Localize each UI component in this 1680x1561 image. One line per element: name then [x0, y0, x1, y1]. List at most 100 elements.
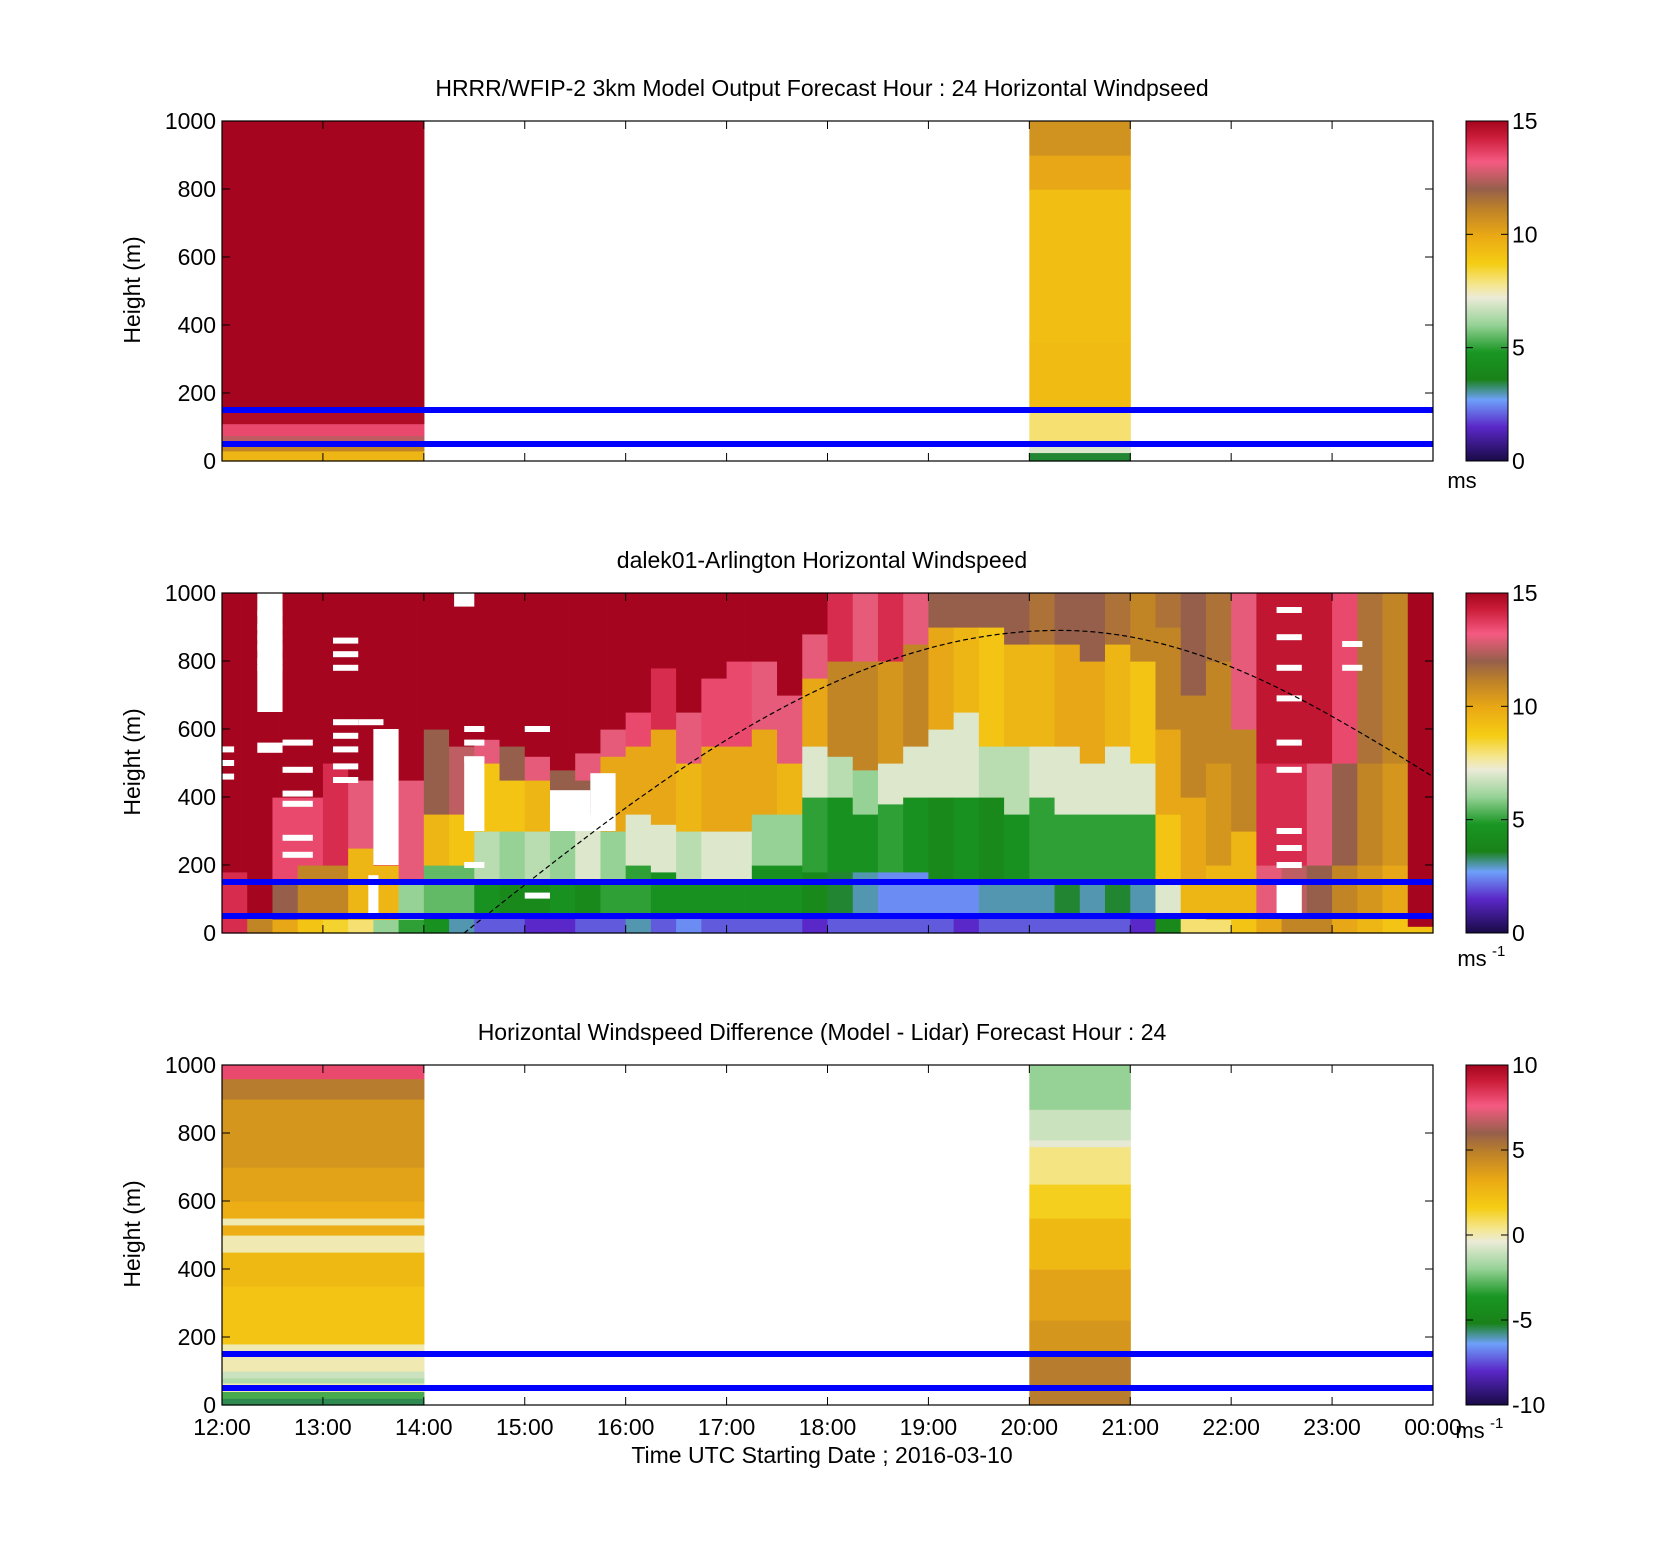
- heatmap-cell: [1180, 695, 1207, 798]
- heatmap-cell: [600, 916, 627, 934]
- heatmap-cell: [1054, 814, 1081, 883]
- missing-data-stripe: [464, 862, 485, 868]
- heatmap-cell: [1029, 1109, 1131, 1141]
- heatmap-cell: [272, 919, 299, 934]
- heatmap-cell: [751, 593, 778, 662]
- colorbar-fill: [1465, 592, 1509, 934]
- missing-data-stripe: [222, 773, 235, 780]
- heatmap-cell: [1130, 916, 1157, 934]
- heatmap-cell: [1382, 593, 1409, 764]
- heatmap-cell: [1105, 916, 1131, 934]
- heatmap-cell: [978, 882, 1005, 917]
- heatmap-cell: [625, 593, 652, 713]
- x-tick-label: 12:00: [193, 1414, 251, 1440]
- heatmap-cell: [827, 871, 854, 917]
- y-tick-label: 600: [178, 1188, 216, 1214]
- heatmap-cell: [1332, 916, 1358, 934]
- heatmap-cell: [928, 916, 955, 934]
- heatmap-cell: [751, 916, 778, 934]
- heatmap-cell: [1029, 916, 1056, 934]
- heatmap-cell: [1029, 882, 1056, 917]
- x-tick-label: 20:00: [1001, 1414, 1059, 1440]
- missing-data-stripe: [464, 756, 485, 763]
- heatmap-cell: [1029, 797, 1056, 883]
- heatmap-cell: [222, 1099, 425, 1168]
- heatmap-cell: [222, 1224, 425, 1236]
- heatmap-cell: [1105, 814, 1131, 883]
- missing-data-stripe: [333, 719, 359, 726]
- heatmap-cell: [1281, 916, 1308, 934]
- heatmap-cell: [222, 1218, 425, 1226]
- heatmap-cell: [726, 746, 753, 832]
- heatmap-cell: [650, 916, 677, 934]
- heatmap-cell: [1205, 593, 1232, 662]
- heatmap-cell: [1231, 916, 1257, 934]
- x-tick-label: 21:00: [1101, 1414, 1159, 1440]
- heatmap-cell: [676, 712, 702, 764]
- missing-data-stripe: [1276, 862, 1302, 868]
- heatmap-cell: [1029, 342, 1131, 411]
- missing-data-stripe: [333, 637, 359, 644]
- heatmap-cell: [726, 661, 753, 747]
- heatmap-cell: [1332, 865, 1358, 917]
- heatmap-cell: [1256, 916, 1283, 934]
- colorbar-tick-label: -5: [1512, 1307, 1532, 1333]
- heatmap-cell: [1004, 814, 1030, 883]
- heatmap-cell: [524, 916, 551, 934]
- heatmap-cell: [1155, 916, 1182, 934]
- heatmap-cell: [1029, 1354, 1131, 1406]
- missing-data-stripe: [358, 719, 384, 726]
- heatmap-cell: [499, 746, 526, 781]
- missing-data-stripe: [524, 726, 550, 732]
- missing-data-gap: [368, 875, 379, 916]
- y-tick-label: 400: [178, 1256, 216, 1282]
- heatmap-cell: [903, 593, 930, 645]
- heatmap-cell: [726, 916, 753, 934]
- heatmap-cell: [1029, 1218, 1131, 1270]
- colorbar-tick-label: 0: [1512, 448, 1525, 474]
- heatmap-cell: [978, 593, 1005, 628]
- heatmap-cell: [222, 1235, 425, 1253]
- heatmap-cell: [600, 831, 627, 883]
- missing-data-stripe: [464, 726, 485, 732]
- y-tick-label: 800: [178, 1120, 216, 1146]
- missing-data-gap: [454, 593, 475, 607]
- missing-data-gap: [549, 790, 591, 831]
- heatmap-cell: [701, 831, 728, 883]
- heatmap-cell: [222, 1167, 425, 1202]
- heatmap-cell: [222, 435, 425, 445]
- colorbar-tick-label: 5: [1512, 1137, 1525, 1163]
- heatmap-cell: [222, 423, 425, 437]
- heatmap-cell: [423, 865, 450, 917]
- x-axis-label: Time UTC Starting Date ; 2016-03-10: [631, 1442, 1012, 1468]
- heatmap-cell: [1130, 814, 1157, 883]
- x-tick-label: 16:00: [597, 1414, 655, 1440]
- missing-data-stripe: [464, 739, 485, 746]
- heatmap-cell: [600, 729, 627, 757]
- missing-data-stripe: [282, 739, 313, 746]
- heatmap-cell: [777, 695, 803, 764]
- heatmap-cell: [322, 865, 349, 920]
- panel-title: dalek01-Arlington Horizontal Windspeed: [617, 547, 1027, 573]
- heatmap-cell: [1256, 593, 1283, 764]
- missing-data-stripe: [222, 760, 235, 766]
- heatmap-cell: [777, 593, 803, 696]
- heatmap-cell: [1004, 644, 1030, 747]
- heatmap-cell: [903, 916, 930, 934]
- heatmap-cell: [1332, 763, 1358, 866]
- heatmap-cell: [1130, 882, 1157, 917]
- colorbar-tick-label: 10: [1512, 1052, 1538, 1078]
- heatmap-cell: [423, 916, 450, 934]
- heatmap-cell: [1205, 661, 1232, 764]
- missing-data-stripe: [524, 892, 550, 899]
- missing-data-gap: [590, 773, 616, 831]
- heatmap-cell: [802, 633, 829, 679]
- heatmap-plot: 0 200 400 600 800 1000: [165, 580, 1434, 946]
- missing-data-stripe: [1276, 607, 1302, 613]
- heatmap-cell: [1054, 644, 1081, 747]
- heatmap-cell: [1054, 593, 1081, 645]
- heatmap-cell: [777, 763, 803, 815]
- heatmap-cell: [928, 882, 955, 917]
- heatmap-cell: [1231, 593, 1257, 730]
- heatmap-cell: [1205, 919, 1232, 934]
